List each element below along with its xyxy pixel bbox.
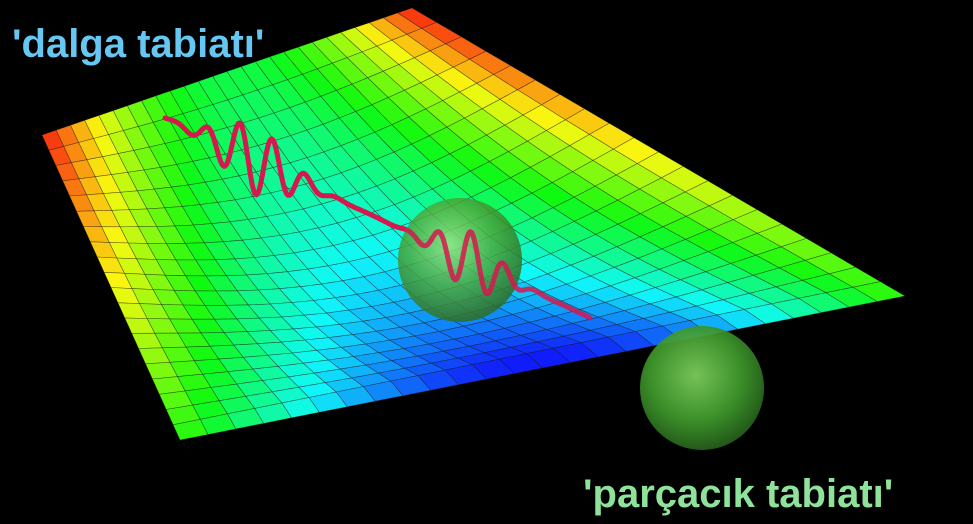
surface-grid-cell [852,281,906,302]
wave-packet-line [401,226,593,321]
wave-packet-squiggle [162,115,406,232]
particle-sphere-lower [640,326,764,450]
wave-packet-line [162,115,406,232]
wave-nature-label: 'dalga tabiatı' [12,22,265,66]
wavefunction-surface [41,7,906,441]
particle-nature-label: 'parçacık tabiatı' [583,472,894,516]
wave-packet-inside-sphere [401,226,593,321]
